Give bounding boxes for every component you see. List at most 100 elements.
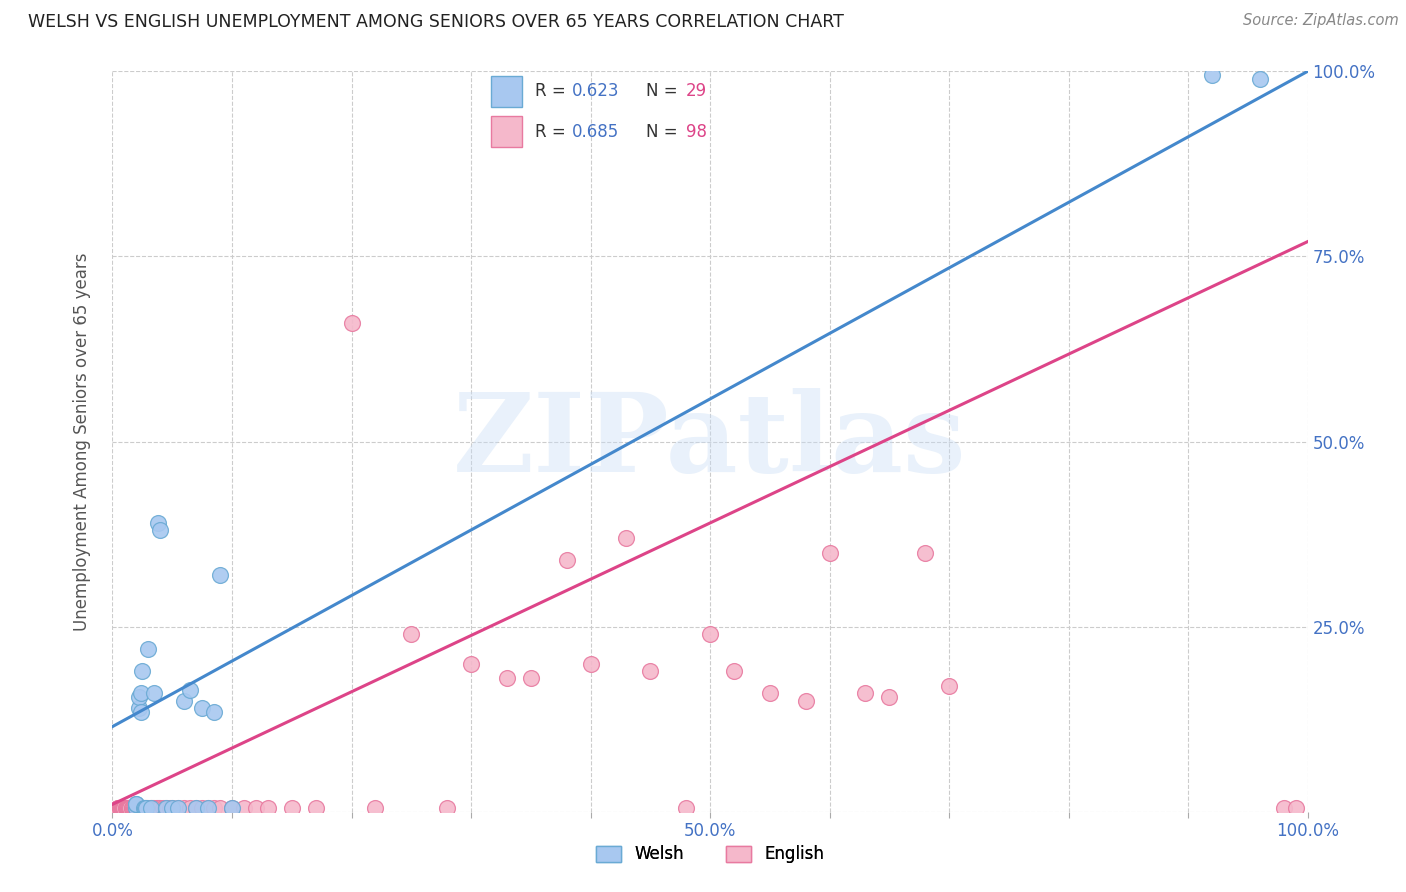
Point — [202, 705, 225, 719]
Point — [153, 801, 176, 815]
Point — [122, 801, 145, 815]
Point — [202, 801, 225, 815]
Point — [173, 694, 195, 708]
Point — [233, 801, 256, 815]
Point — [125, 801, 148, 815]
Point — [107, 801, 129, 815]
Point — [112, 801, 135, 815]
Point — [139, 801, 162, 815]
Point — [141, 801, 163, 815]
Point — [111, 801, 134, 815]
Point — [186, 801, 208, 815]
Point — [132, 801, 155, 815]
Point — [520, 672, 543, 686]
Point — [149, 801, 172, 815]
Point — [107, 801, 129, 815]
Point — [135, 801, 157, 815]
Point — [128, 801, 150, 815]
Point — [146, 516, 169, 530]
Point — [162, 801, 183, 815]
Point — [114, 801, 135, 815]
Point — [167, 801, 190, 815]
Point — [436, 801, 458, 815]
Point — [340, 316, 363, 330]
Point — [197, 801, 219, 815]
Point — [305, 801, 328, 815]
Point — [114, 801, 135, 815]
Point — [675, 801, 697, 815]
Legend: Welsh, English: Welsh, English — [589, 838, 831, 870]
Point — [152, 801, 174, 815]
Text: 29: 29 — [686, 82, 707, 101]
Point — [121, 801, 143, 815]
Point — [121, 801, 143, 815]
Point — [364, 801, 387, 815]
Point — [145, 801, 167, 815]
Point — [149, 524, 172, 538]
FancyBboxPatch shape — [491, 76, 522, 107]
Point — [138, 801, 160, 815]
Point — [794, 694, 817, 708]
Point — [143, 801, 166, 815]
Point — [191, 801, 214, 815]
Point — [699, 627, 721, 641]
Point — [114, 801, 135, 815]
Point — [118, 801, 141, 815]
Point — [159, 801, 181, 815]
Text: N =: N = — [645, 82, 683, 101]
Point — [110, 801, 132, 815]
Point — [134, 801, 156, 815]
Point — [167, 801, 190, 815]
Point — [156, 801, 179, 815]
Point — [115, 801, 138, 815]
Point — [125, 797, 148, 812]
Point — [257, 801, 280, 815]
Point — [132, 801, 155, 815]
Point — [107, 801, 129, 815]
Point — [134, 801, 156, 815]
Point — [209, 801, 232, 815]
Point — [281, 801, 304, 815]
Point — [131, 801, 153, 815]
Point — [855, 686, 877, 700]
Point — [818, 546, 841, 560]
Point — [179, 801, 201, 815]
Point — [117, 801, 139, 815]
Point — [640, 664, 662, 678]
Point — [110, 801, 132, 815]
Point — [120, 801, 142, 815]
Text: R =: R = — [534, 122, 571, 141]
Point — [124, 801, 146, 815]
Point — [129, 686, 152, 700]
Point — [145, 801, 167, 815]
Point — [879, 690, 901, 704]
Point — [125, 797, 148, 812]
Point — [579, 657, 602, 671]
Point — [401, 627, 423, 641]
Point — [131, 664, 153, 678]
Point — [173, 801, 195, 815]
Y-axis label: Unemployment Among Seniors over 65 years: Unemployment Among Seniors over 65 years — [73, 252, 91, 631]
Point — [186, 801, 208, 815]
FancyBboxPatch shape — [491, 116, 522, 147]
Point — [221, 801, 243, 815]
Point — [555, 553, 578, 567]
Point — [221, 801, 243, 815]
Point — [135, 801, 157, 815]
Point — [117, 801, 139, 815]
Point — [148, 801, 170, 815]
Point — [125, 801, 148, 815]
Point — [142, 801, 165, 815]
Point — [129, 705, 152, 719]
Point — [197, 801, 219, 815]
Text: 98: 98 — [686, 122, 707, 141]
Point — [616, 531, 638, 545]
Point — [162, 801, 183, 815]
Text: 0.623: 0.623 — [572, 82, 619, 101]
Point — [110, 801, 132, 815]
Point — [118, 801, 141, 815]
Point — [914, 546, 936, 560]
Point — [245, 801, 267, 815]
Point — [143, 686, 166, 700]
Point — [496, 672, 519, 686]
